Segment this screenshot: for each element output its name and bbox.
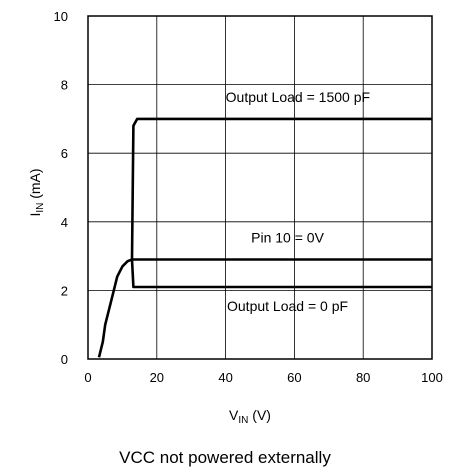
- series-line-0: [97, 117, 432, 358]
- plot-frame: [87, 15, 433, 360]
- x-tick-label: 0: [84, 370, 91, 385]
- series-line-2: [130, 259, 432, 289]
- series-annotation: Output Load = 0 pF: [227, 298, 348, 314]
- x-tick-labels: 0 20 40 60 80 100: [84, 370, 442, 385]
- x-tick-label: 80: [356, 370, 370, 385]
- x-tick-label: 60: [287, 370, 301, 385]
- annotations: Output Load = 1500 pF Pin 10 = 0V Output L…: [226, 89, 370, 314]
- y-tick-label: 6: [61, 146, 68, 161]
- x-tick-label: 40: [218, 370, 232, 385]
- y-axis-label: IIN (mA): [27, 168, 46, 216]
- series-lines: [97, 117, 432, 358]
- series-annotation: Output Load = 1500 pF: [226, 89, 370, 105]
- x-tick-label: 20: [150, 370, 164, 385]
- y-tick-label: 0: [61, 352, 68, 367]
- y-tick-label: 10: [54, 9, 68, 24]
- x-axis-label: VIN (V): [229, 407, 271, 426]
- y-tick-labels: 0 2 4 6 8 10: [54, 9, 68, 367]
- series-annotation: Pin 10 = 0V: [251, 229, 324, 245]
- y-tick-label: 4: [61, 215, 68, 230]
- y-tick-label: 8: [61, 78, 68, 93]
- x-tick-label: 100: [421, 370, 443, 385]
- chart-caption: VCC not powered externally: [119, 448, 331, 467]
- y-tick-label: 2: [61, 283, 68, 298]
